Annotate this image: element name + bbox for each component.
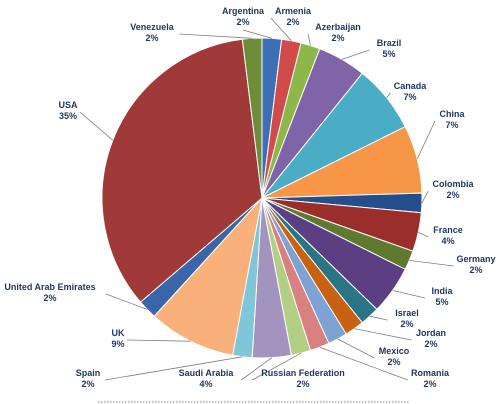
- label-name-uk: UK: [112, 328, 125, 338]
- label-value-colombia: 2%: [446, 190, 459, 200]
- pie-slices: [101, 37, 423, 359]
- label-colombia: Colombia 2%: [432, 179, 474, 200]
- label-value-germany: 2%: [469, 265, 482, 275]
- label-name-spain: Spain: [76, 368, 101, 378]
- leader-romania: [319, 346, 408, 381]
- leader-armenia: [270, 17, 292, 41]
- label-spain: Spain 2%: [76, 368, 101, 389]
- label-value-saudi-arabia: 4%: [199, 379, 212, 389]
- label-value-brazil: 5%: [382, 49, 395, 59]
- leader-uk: [127, 339, 191, 342]
- label-name-saudi-arabia: Saudi Arabia: [179, 368, 235, 378]
- leader-venezuela: [179, 33, 253, 39]
- label-value-venezuela: 2%: [145, 33, 158, 43]
- label-value-china: 7%: [445, 120, 458, 130]
- label-value-india: 5%: [435, 297, 448, 307]
- label-name-india: India: [431, 286, 453, 296]
- label-mexico: Mexico 2%: [379, 346, 410, 367]
- label-saudi-arabia: Saudi Arabia 4%: [179, 368, 235, 389]
- label-armenia: Armenia 2%: [275, 6, 312, 27]
- label-name-colombia: Colombia: [432, 179, 474, 189]
- label-value-argentina: 2%: [236, 17, 249, 27]
- label-brazil: Brazil 5%: [377, 38, 402, 59]
- label-name-usa: USA: [58, 100, 78, 110]
- leader-azerbaijan: [307, 33, 311, 46]
- label-value-uk: 9%: [111, 339, 124, 349]
- label-france: France 4%: [433, 225, 463, 246]
- label-value-usa: 35%: [59, 111, 77, 121]
- label-name-israel: Israel: [395, 308, 419, 318]
- label-germany: Germany 2%: [456, 254, 495, 275]
- slice-usa: [101, 38, 263, 303]
- leader-jordan: [354, 328, 412, 341]
- label-name-jordan: Jordan: [416, 328, 446, 338]
- leader-mexico: [337, 338, 375, 359]
- label-name-mexico: Mexico: [379, 346, 410, 356]
- label-usa: USA 35%: [58, 100, 78, 121]
- label-name-argentina: Argentina: [222, 6, 265, 16]
- label-value-armenia: 2%: [286, 17, 299, 27]
- leader-russian-federation: [252, 352, 302, 381]
- label-name-canada: Canada: [394, 81, 428, 91]
- label-uk: UK 9%: [111, 328, 125, 349]
- leader-canada: [386, 92, 391, 98]
- leader-united-arab-emirates: [105, 293, 148, 310]
- label-jordan: Jordan 2%: [416, 328, 446, 349]
- label-israel: Israel 2%: [395, 308, 419, 329]
- label-value-russian-federation: 2%: [296, 379, 309, 389]
- label-name-united-arab-emirates: United Arab Emirates: [4, 282, 95, 292]
- label-india: India 5%: [431, 286, 453, 307]
- label-name-venezuela: Venezuela: [130, 22, 175, 32]
- label-name-romania: Romania: [411, 368, 450, 378]
- leader-usa: [79, 111, 114, 141]
- label-value-mexico: 2%: [387, 357, 400, 367]
- label-name-brazil: Brazil: [377, 38, 402, 48]
- leader-colombia: [421, 190, 429, 204]
- leader-argentina: [242, 29, 272, 39]
- label-value-israel: 2%: [400, 319, 413, 329]
- label-united-arab-emirates: United Arab Emirates 2%: [4, 282, 95, 303]
- label-value-spain: 2%: [81, 379, 94, 389]
- label-azerbaijan: Azerbaijan 2%: [315, 22, 361, 43]
- leader-germany: [409, 260, 454, 267]
- label-value-france: 4%: [441, 236, 454, 246]
- label-name-germany: Germany: [456, 254, 495, 264]
- label-russian-federation: Russian Federation 2%: [261, 368, 345, 389]
- label-china: China 7%: [439, 109, 465, 130]
- label-canada: Canada 7%: [394, 81, 428, 102]
- data-labels: Argentina 2%Armenia 2% Azerbaijan 2% Brazil 5%…: [4, 6, 495, 389]
- leader-china: [416, 120, 436, 160]
- label-value-canada: 7%: [403, 92, 416, 102]
- label-name-armenia: Armenia: [275, 6, 312, 16]
- label-name-russian-federation: Russian Federation: [261, 368, 345, 378]
- label-venezuela: Venezuela 2%: [130, 22, 175, 43]
- label-name-china: China: [439, 109, 465, 119]
- label-name-france: France: [433, 225, 463, 235]
- label-value-united-arab-emirates: 2%: [43, 293, 56, 303]
- leader-spain: [104, 356, 243, 381]
- label-value-romania: 2%: [423, 379, 436, 389]
- label-value-jordan: 2%: [424, 339, 437, 349]
- leader-saudi-arabia: [240, 357, 273, 381]
- label-name-azerbaijan: Azerbaijan: [315, 22, 361, 32]
- label-argentina: Argentina 2%: [222, 6, 265, 27]
- leader-france: [418, 231, 429, 238]
- leader-brazil: [341, 49, 370, 60]
- leader-israel: [369, 315, 388, 321]
- leader-india: [392, 290, 426, 299]
- label-romania: Romania 2%: [411, 368, 450, 389]
- slice-uk: [153, 196, 263, 356]
- leader-lines: [79, 17, 454, 381]
- label-value-azerbaijan: 2%: [331, 33, 344, 43]
